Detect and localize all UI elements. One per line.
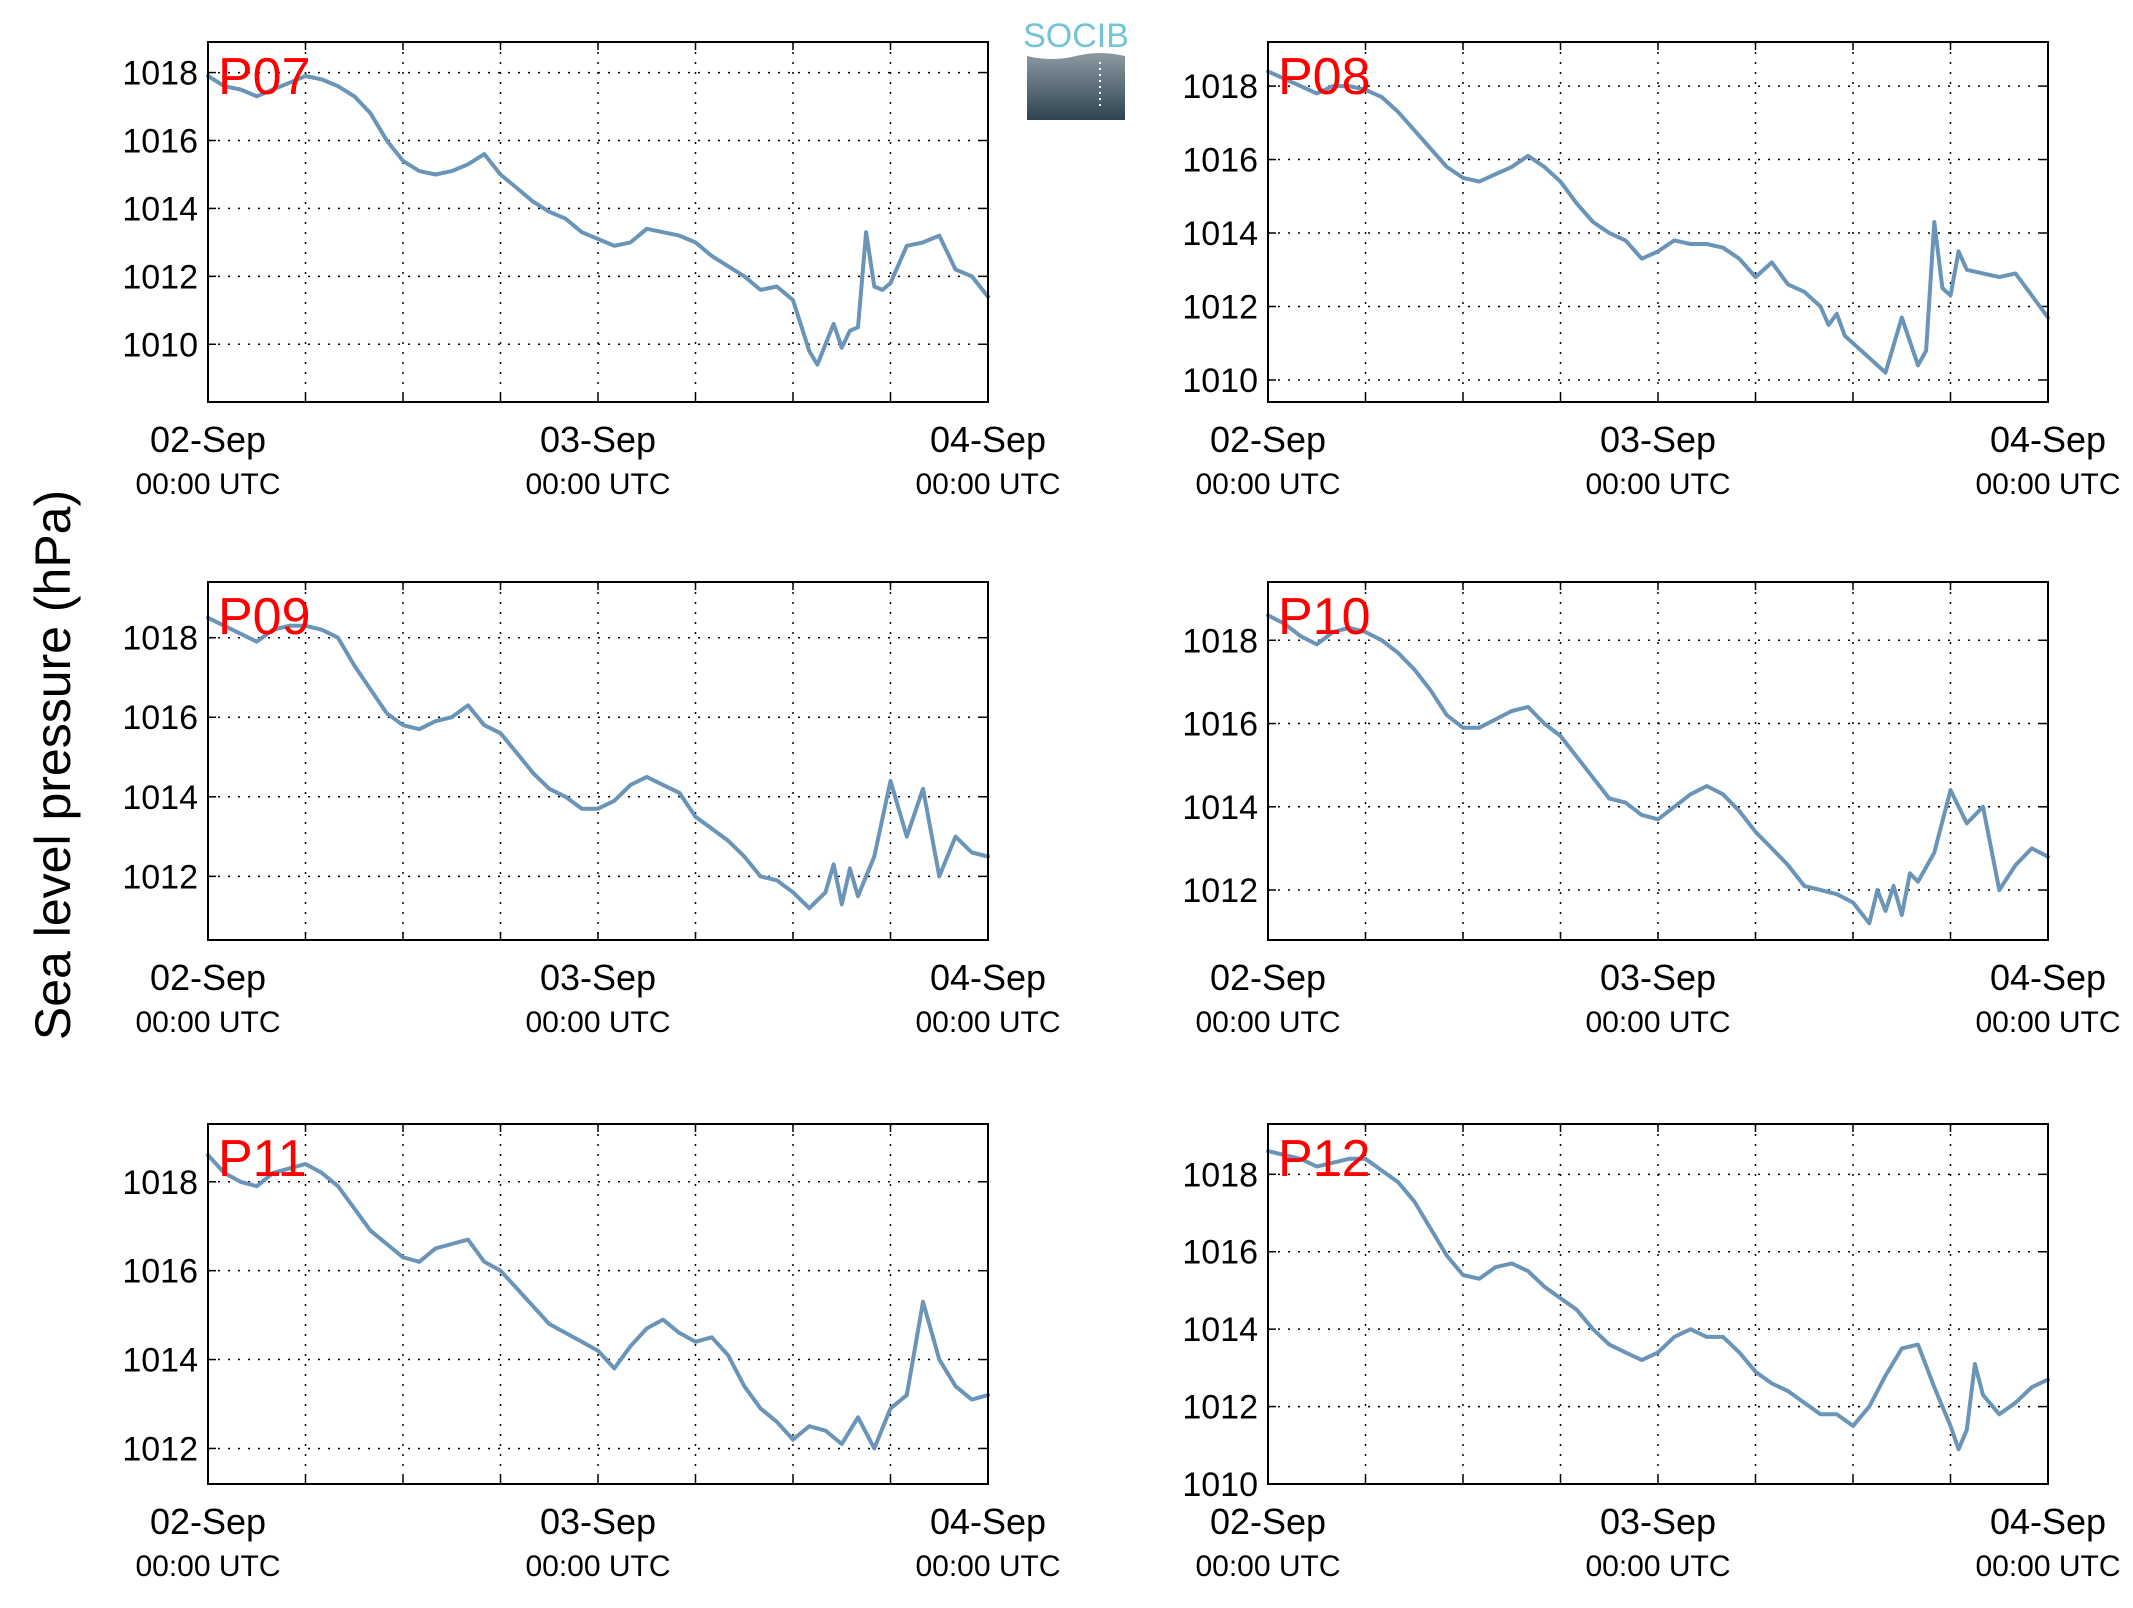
x-time-label: 00:00 UTC — [525, 1550, 670, 1583]
axes-frame — [1267, 1123, 2049, 1485]
x-time-label: 00:00 UTC — [1195, 1550, 1340, 1583]
y-tick-label: 1012 — [122, 1430, 198, 1468]
x-date-label: 02-Sep — [150, 419, 266, 460]
y-tick-label: 1014 — [122, 190, 198, 228]
axes-frame — [207, 41, 989, 403]
y-tick-label: 1010 — [122, 326, 198, 364]
y-tick-label: 1010 — [1182, 1466, 1258, 1504]
y-tick-label: 1018 — [122, 1164, 198, 1202]
x-date-label: 02-Sep — [1210, 957, 1326, 998]
y-tick-label: 1018 — [1182, 1156, 1258, 1194]
axes-frame — [207, 581, 989, 941]
socib-logo-text: SOCIB — [1023, 17, 1129, 55]
y-tick-label: 1014 — [1182, 215, 1258, 253]
x-date-label: 03-Sep — [1600, 419, 1716, 460]
y-tick-label: 1010 — [1182, 362, 1258, 400]
y-tick-label: 1016 — [122, 699, 198, 737]
panel-label: P07 — [218, 48, 311, 106]
x-date-label: 02-Sep — [1210, 1501, 1326, 1542]
plot-area — [208, 582, 988, 940]
y-tick-label: 1016 — [122, 122, 198, 160]
chart-panel-p08: 1010 1012 1014 1016 1018 P08 02-Sep 00:00 UTC 03… — [1182, 41, 2121, 501]
chart-panel-p07: 1010 1012 1014 1016 1018 P07 02-Sep 00:00 UTC 03… — [122, 41, 1061, 501]
series-line — [206, 74, 990, 367]
y-tick-label: 1018 — [1182, 68, 1258, 106]
x-date-label: 04-Sep — [1990, 419, 2106, 460]
x-date-label: 04-Sep — [1990, 1501, 2106, 1542]
x-time-label: 00:00 UTC — [135, 1006, 280, 1039]
y-tick-label: 1014 — [122, 1342, 198, 1380]
y-tick-label: 1014 — [1182, 789, 1258, 827]
chart-panel-p12: 1010 1012 1014 1016 1018 P12 02-Sep 00:00 UTC 03… — [1182, 1123, 2121, 1583]
x-date-label: 04-Sep — [930, 957, 1046, 998]
y-tick-label: 1016 — [122, 1253, 198, 1291]
x-time-label: 00:00 UTC — [1195, 1006, 1340, 1039]
x-time-label: 00:00 UTC — [1975, 1550, 2120, 1583]
y-tick-label: 1012 — [122, 858, 198, 896]
panel-label: P08 — [1278, 48, 1371, 106]
plot-area — [1268, 582, 2048, 940]
series-line — [1266, 1149, 2050, 1452]
x-time-label: 00:00 UTC — [1195, 468, 1340, 501]
y-tick-label: 1014 — [122, 779, 198, 817]
chart-panel-p11: 1012 1014 1016 1018 P11 02-Sep 00:00 UTC 03-Sep… — [122, 1123, 1061, 1583]
x-time-label: 00:00 UTC — [525, 1006, 670, 1039]
x-time-label: 00:00 UTC — [525, 468, 670, 501]
axes-frame — [1267, 41, 2049, 403]
series-line — [1266, 613, 2050, 926]
x-time-label: 00:00 UTC — [1585, 1006, 1730, 1039]
axes-frame — [207, 1123, 989, 1485]
axes-frame — [1267, 581, 2049, 941]
panel-label: P09 — [218, 588, 311, 646]
series-line — [206, 1153, 990, 1451]
y-axis-label: Sea level pressure (hPa) — [25, 490, 81, 1040]
x-time-label: 00:00 UTC — [1585, 1550, 1730, 1583]
y-tick-label: 1012 — [1182, 872, 1258, 910]
y-tick-label: 1018 — [1182, 622, 1258, 660]
y-tick-label: 1014 — [1182, 1311, 1258, 1349]
x-date-label: 03-Sep — [540, 957, 656, 998]
x-time-label: 00:00 UTC — [135, 468, 280, 501]
x-time-label: 00:00 UTC — [1975, 468, 2120, 501]
y-tick-label: 1012 — [1182, 288, 1258, 326]
x-time-label: 00:00 UTC — [1975, 1006, 2120, 1039]
y-tick-label: 1018 — [122, 620, 198, 658]
x-time-label: 00:00 UTC — [915, 468, 1060, 501]
y-tick-label: 1012 — [122, 258, 198, 296]
chart-panel-p09: 1012 1014 1016 1018 P09 02-Sep 00:00 UTC 03-Sep… — [122, 581, 1061, 1039]
y-tick-label: 1016 — [1182, 142, 1258, 180]
y-tick-label: 1012 — [1182, 1389, 1258, 1427]
series-line — [1266, 69, 2050, 375]
x-time-label: 00:00 UTC — [915, 1550, 1060, 1583]
series-line — [206, 615, 990, 911]
panel-label: P10 — [1278, 588, 1371, 646]
x-date-label: 02-Sep — [150, 957, 266, 998]
socib-logo: SOCIB — [1023, 17, 1129, 120]
x-date-label: 04-Sep — [930, 419, 1046, 460]
x-date-label: 03-Sep — [540, 419, 656, 460]
x-date-label: 03-Sep — [1600, 1501, 1716, 1542]
chart-panel-p10: 1012 1014 1016 1018 P10 02-Sep 00:00 UTC 03-Sep… — [1182, 581, 2121, 1039]
panel-label: P12 — [1278, 1130, 1371, 1188]
x-date-label: 04-Sep — [930, 1501, 1046, 1542]
panel-label: P11 — [218, 1130, 307, 1188]
y-tick-label: 1018 — [122, 55, 198, 93]
x-date-label: 03-Sep — [1600, 957, 1716, 998]
x-date-label: 02-Sep — [1210, 419, 1326, 460]
y-tick-label: 1016 — [1182, 1234, 1258, 1272]
x-time-label: 00:00 UTC — [915, 1006, 1060, 1039]
x-time-label: 00:00 UTC — [135, 1550, 280, 1583]
x-time-label: 00:00 UTC — [1585, 468, 1730, 501]
x-date-label: 03-Sep — [540, 1501, 656, 1542]
y-tick-label: 1016 — [1182, 706, 1258, 744]
x-date-label: 02-Sep — [150, 1501, 266, 1542]
x-date-label: 04-Sep — [1990, 957, 2106, 998]
